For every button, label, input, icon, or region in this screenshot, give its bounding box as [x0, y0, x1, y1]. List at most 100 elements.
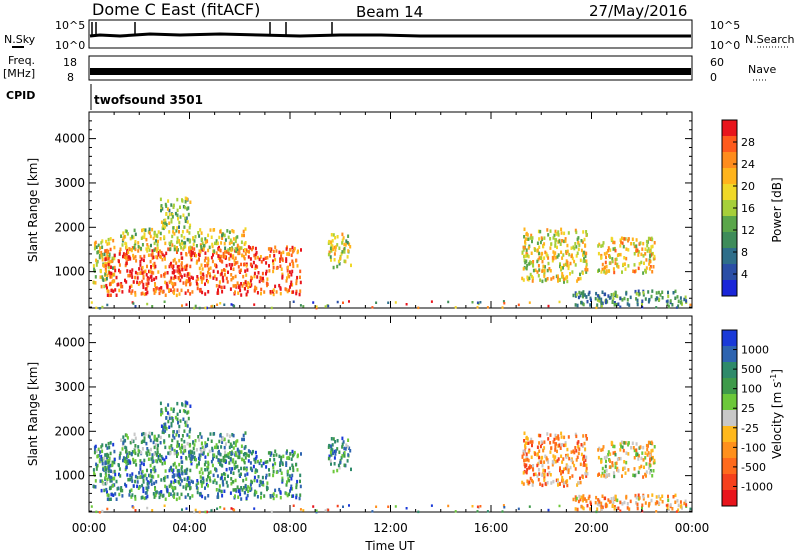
data-cell	[336, 243, 339, 247]
data-cell	[170, 240, 173, 244]
data-cell	[146, 264, 148, 269]
data-cell	[603, 270, 606, 274]
data-cell	[341, 442, 344, 447]
data-cell	[613, 303, 616, 307]
data-cell	[175, 433, 178, 437]
data-cell	[583, 257, 585, 261]
data-cell	[583, 463, 586, 467]
data-cell	[298, 292, 301, 297]
data-cell	[243, 233, 245, 238]
data-cell	[229, 247, 231, 251]
data-cell	[620, 440, 623, 444]
data-cell	[128, 493, 131, 497]
data-cell	[611, 257, 614, 261]
data-cell	[608, 296, 611, 300]
data-cell	[532, 268, 535, 273]
data-cell	[613, 240, 616, 245]
data-cell	[604, 260, 607, 265]
data-cell	[188, 250, 191, 254]
data-cell	[604, 265, 606, 270]
data-cell	[234, 443, 237, 448]
data-cell	[202, 247, 205, 251]
data-cell	[108, 497, 110, 502]
data-cell	[171, 417, 174, 421]
data-cell	[238, 473, 241, 477]
data-cell	[525, 463, 528, 467]
data-cell	[129, 269, 132, 274]
data-cell	[232, 284, 235, 288]
data-cell	[229, 442, 232, 446]
data-cell	[155, 453, 158, 457]
data-cell	[569, 272, 571, 276]
data-cell	[546, 481, 549, 485]
data-cell	[579, 476, 581, 481]
data-cell	[288, 288, 291, 293]
data-cell	[110, 275, 113, 279]
data-cell	[194, 508, 197, 512]
data-cell	[290, 273, 293, 277]
data-cell	[136, 280, 139, 285]
data-cell	[227, 474, 229, 478]
velocity-colorbar-label-exp: -1	[769, 374, 778, 382]
data-cell	[175, 246, 178, 250]
data-cell	[177, 248, 179, 252]
data-cell	[543, 256, 546, 260]
data-cell	[173, 244, 176, 249]
data-cell	[683, 501, 686, 506]
data-cell	[144, 491, 147, 495]
data-cell	[574, 467, 577, 471]
data-cell	[640, 260, 643, 265]
data-cell	[215, 239, 218, 243]
data-cell	[164, 429, 167, 433]
data-cell	[619, 456, 622, 461]
data-cell	[570, 254, 573, 259]
data-cell	[160, 208, 162, 213]
data-cell	[201, 494, 204, 499]
data-cell	[280, 267, 283, 271]
data-cell	[193, 251, 196, 256]
data-cell	[178, 470, 181, 475]
data-cell	[647, 236, 650, 241]
data-cell	[255, 251, 258, 255]
data-cell	[543, 446, 546, 450]
data-cell	[195, 486, 198, 490]
data-cell	[573, 259, 576, 264]
data-cell	[128, 247, 131, 251]
data-cell	[228, 445, 231, 450]
data-cell	[202, 480, 205, 484]
data-cell	[595, 495, 598, 500]
data-cell	[273, 254, 276, 258]
data-cell	[188, 454, 191, 458]
data-cell	[145, 477, 148, 481]
data-cell	[527, 246, 530, 250]
freq-tick-bottom: 8	[67, 71, 74, 84]
data-cell	[559, 262, 561, 266]
data-cell	[333, 456, 336, 460]
data-cell	[246, 472, 249, 476]
data-cell	[596, 507, 599, 511]
x-tick-label: 12:00	[373, 521, 408, 535]
data-cell	[263, 494, 266, 498]
data-cell	[226, 250, 229, 254]
data-cell	[172, 269, 175, 273]
data-cell	[153, 481, 156, 486]
data-cell	[337, 463, 340, 468]
data-cell	[579, 293, 582, 298]
data-cell	[237, 245, 240, 249]
data-cell	[454, 510, 457, 513]
data-cell	[207, 233, 210, 238]
data-cell	[689, 507, 692, 511]
data-cell	[614, 246, 616, 251]
data-cell	[218, 488, 221, 493]
data-cell	[625, 247, 628, 251]
data-cell	[605, 251, 608, 255]
data-cell	[238, 247, 241, 252]
data-cell	[281, 257, 284, 261]
data-cell	[642, 495, 645, 499]
data-cell	[336, 504, 339, 508]
data-cell	[292, 465, 295, 470]
data-cell	[178, 424, 181, 429]
data-cell	[582, 494, 585, 498]
data-cell	[201, 290, 204, 295]
data-cell	[122, 237, 125, 241]
